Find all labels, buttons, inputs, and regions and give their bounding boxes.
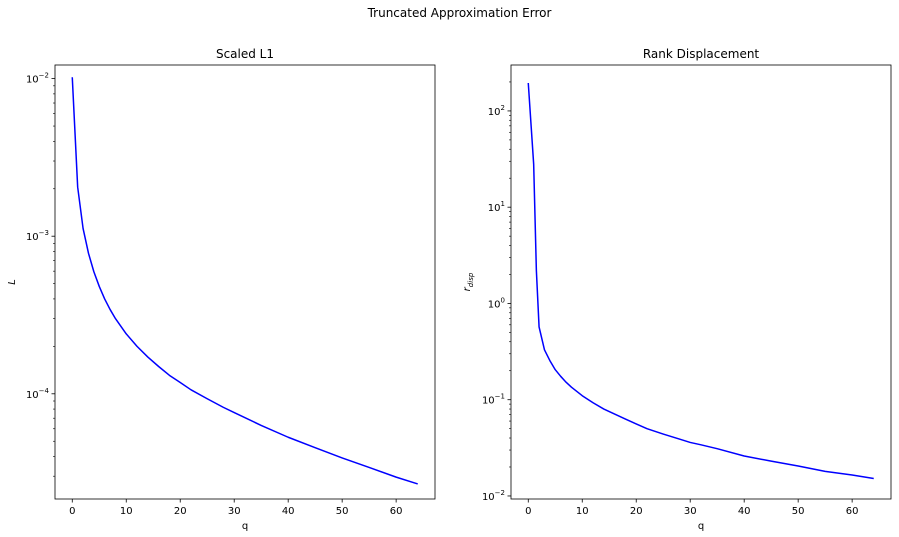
x-tick-label: 0 — [525, 506, 531, 517]
y-tick-label: 102 — [488, 104, 505, 118]
x-tick-label: 50 — [336, 506, 349, 517]
y-tick-exponent: −3 — [39, 229, 49, 237]
x-tick-label: 30 — [228, 506, 241, 517]
y-tick-label: 10−3 — [26, 229, 49, 243]
y-axis-title-main: L — [7, 279, 18, 285]
series-line-rank-displacement — [527, 82, 874, 480]
x-axis-title: q — [698, 521, 704, 532]
y-axis-title: rdisp — [462, 272, 475, 291]
x-tick-label: 60 — [390, 506, 403, 517]
plot-frame — [54, 64, 436, 500]
figure-suptitle: Truncated Approximation Error — [367, 6, 552, 20]
y-tick-base: 10 — [26, 75, 39, 86]
y-tick-exponent: −1 — [495, 393, 505, 401]
y-tick-exponent: −2 — [39, 72, 49, 80]
x-axis-title: q — [242, 521, 248, 532]
x-tick-label: 0 — [69, 506, 75, 517]
panel-title: Scaled L1 — [216, 47, 274, 61]
y-tick-exponent: 1 — [501, 200, 505, 208]
y-tick-exponent: 2 — [501, 104, 505, 112]
panel-title: Rank Displacement — [643, 47, 760, 61]
plot-frame — [510, 64, 892, 500]
y-tick-exponent: −4 — [39, 387, 50, 395]
y-axis-title-main: r — [462, 286, 473, 291]
y-tick-label: 101 — [488, 200, 505, 214]
y-tick-label: 10−2 — [482, 489, 505, 503]
series-line-scaled-l1 — [71, 77, 418, 485]
x-tick-label: 10 — [120, 506, 133, 517]
y-axis-title: L — [7, 279, 18, 285]
y-tick-base: 10 — [488, 203, 501, 214]
y-tick-base: 10 — [482, 396, 495, 407]
x-tick-label: 30 — [684, 506, 697, 517]
y-tick-base: 10 — [488, 299, 501, 310]
y-tick-exponent: −2 — [495, 489, 505, 497]
y-tick-base: 10 — [26, 390, 39, 401]
y-tick-base: 10 — [488, 107, 501, 118]
y-tick-label: 100 — [488, 296, 505, 310]
y-tick-exponent: 0 — [501, 296, 505, 304]
x-tick-label: 40 — [738, 506, 751, 517]
x-tick-label: 20 — [630, 506, 643, 517]
y-tick-label: 10−2 — [26, 72, 49, 86]
y-tick-base: 10 — [26, 232, 39, 243]
x-tick-label: 10 — [576, 506, 589, 517]
x-tick-label: 40 — [282, 506, 295, 517]
x-tick-label: 50 — [792, 506, 805, 517]
x-tick-label: 60 — [846, 506, 859, 517]
y-tick-label: 10−4 — [26, 387, 50, 401]
y-tick-base: 10 — [482, 492, 495, 503]
x-tick-label: 20 — [174, 506, 187, 517]
y-axis-title-subscript: disp — [467, 272, 475, 287]
y-tick-label: 10−1 — [482, 393, 505, 407]
